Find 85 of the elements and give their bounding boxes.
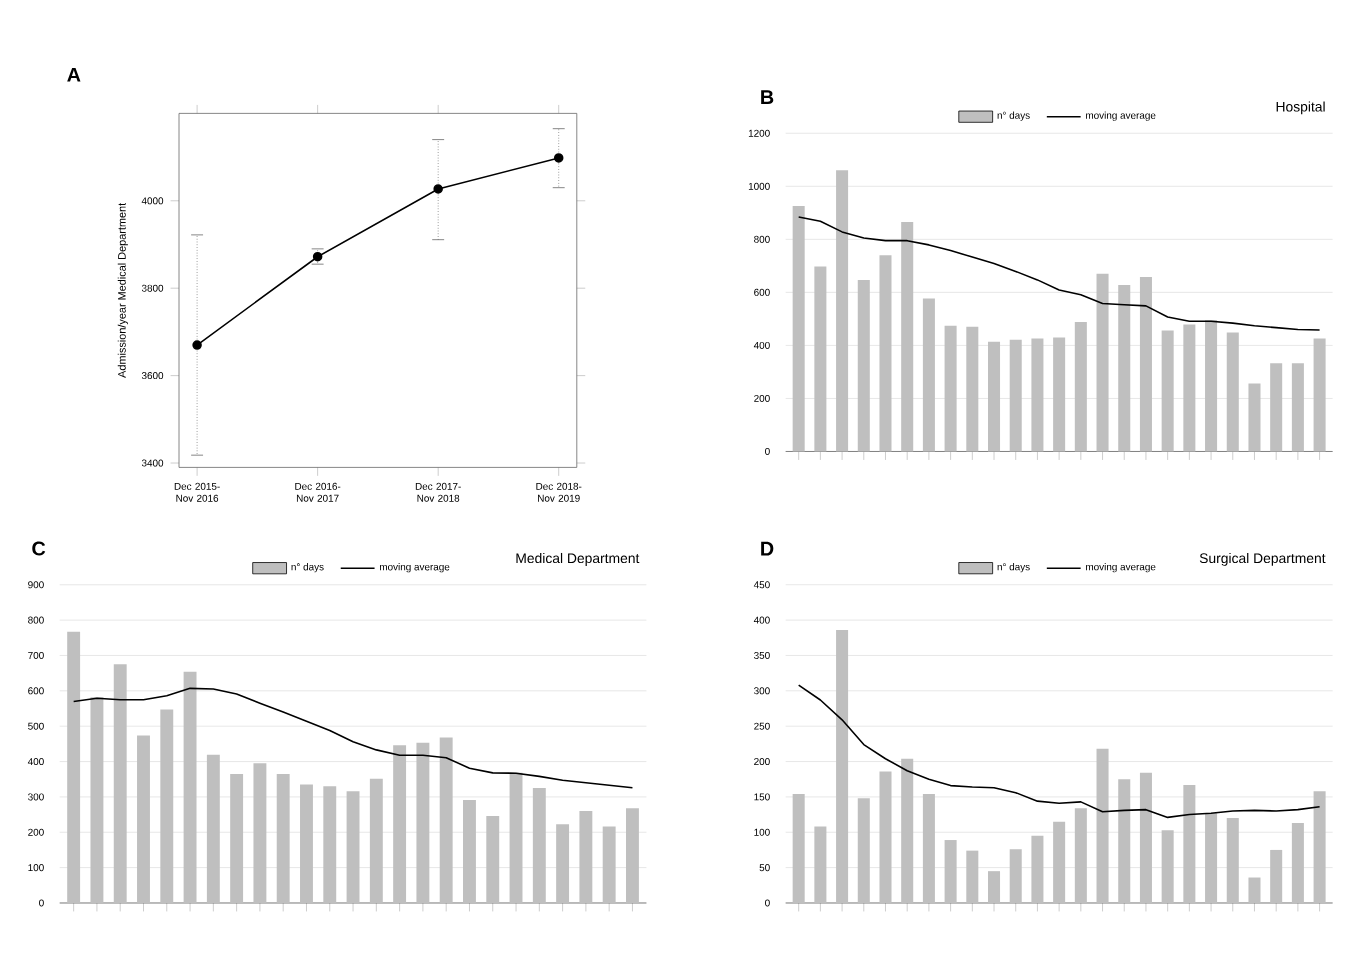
bar — [944, 839, 957, 903]
bar — [416, 742, 430, 903]
bar — [1248, 877, 1261, 903]
bar — [966, 326, 979, 452]
bar — [1031, 835, 1044, 903]
bar — [901, 221, 914, 452]
bar — [922, 793, 935, 903]
bar — [602, 826, 616, 903]
line-series — [797, 684, 1321, 818]
text: C — [32, 541, 46, 556]
bar — [1313, 790, 1326, 903]
bar — [1118, 284, 1131, 452]
bar — [836, 629, 849, 903]
bar — [1009, 848, 1022, 903]
bar — [137, 735, 150, 903]
bar — [323, 786, 337, 903]
bar — [879, 254, 892, 452]
bar — [113, 664, 127, 903]
text: A — [67, 67, 81, 82]
bar — [206, 754, 220, 903]
bar — [1205, 812, 1218, 903]
bar — [183, 671, 197, 903]
bar — [486, 815, 500, 903]
bar — [300, 784, 313, 903]
bar — [944, 325, 957, 452]
bar — [509, 772, 523, 903]
bar — [988, 870, 1001, 903]
bar — [369, 778, 383, 903]
bar — [814, 266, 827, 452]
bar — [1031, 338, 1044, 452]
bar — [253, 763, 267, 903]
bar — [579, 810, 593, 903]
bar — [346, 790, 360, 903]
bar — [1291, 822, 1304, 903]
bar — [532, 787, 546, 903]
line-series — [797, 215, 1321, 331]
bar — [966, 850, 979, 903]
bar — [1270, 362, 1283, 452]
bar — [857, 798, 870, 903]
point — [192, 339, 202, 350]
bar — [393, 745, 407, 903]
bar — [1161, 330, 1174, 452]
text: B — [761, 90, 774, 104]
bar — [1270, 849, 1283, 903]
bar — [1161, 829, 1174, 903]
bar — [1074, 321, 1087, 452]
bar — [1248, 383, 1261, 452]
line-series — [72, 687, 634, 789]
bar — [836, 170, 849, 452]
bar — [1009, 339, 1022, 452]
bar — [1096, 748, 1109, 903]
bar — [1226, 332, 1239, 452]
bar — [1183, 784, 1196, 903]
bar — [90, 696, 104, 903]
bar — [67, 631, 81, 903]
bar — [792, 793, 805, 903]
bar — [1053, 821, 1066, 903]
bar — [1226, 817, 1239, 903]
bar — [857, 279, 870, 452]
bar — [922, 298, 935, 452]
text: D — [761, 541, 774, 556]
bar — [988, 341, 1001, 452]
bar — [1118, 778, 1131, 903]
bar — [1053, 337, 1066, 452]
bar — [1183, 324, 1196, 452]
bar — [901, 758, 914, 903]
bar — [439, 737, 453, 903]
bar — [879, 771, 892, 903]
point — [433, 183, 443, 194]
bar — [1139, 276, 1152, 452]
bar — [276, 773, 290, 903]
point — [553, 152, 564, 163]
bar — [1291, 362, 1304, 452]
bar — [556, 823, 570, 903]
bar — [626, 807, 639, 903]
bar — [814, 826, 827, 903]
bar — [1205, 319, 1218, 452]
bar — [230, 773, 244, 903]
bar — [1139, 772, 1152, 903]
bar — [1313, 338, 1326, 452]
bar — [1074, 807, 1087, 903]
bar — [792, 205, 805, 452]
bar — [1096, 273, 1109, 452]
bar — [463, 799, 476, 903]
bar — [160, 709, 174, 903]
